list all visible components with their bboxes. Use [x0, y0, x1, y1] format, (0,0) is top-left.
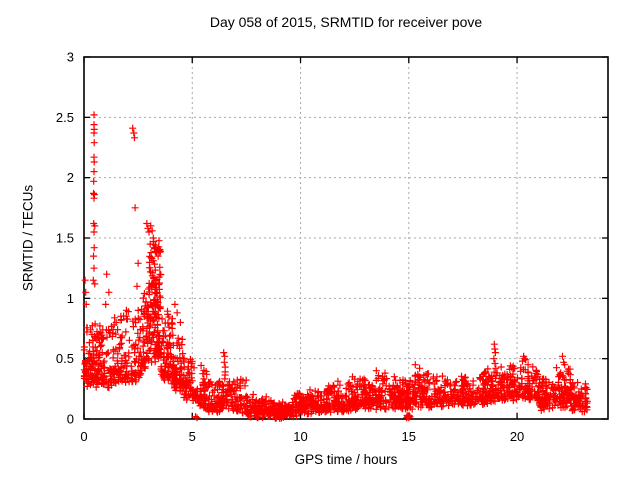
chart-title: Day 058 of 2015, SRMTID for receiver pov… — [209, 14, 483, 30]
y-tick-label: 2 — [67, 170, 74, 185]
y-tick-label: 0.5 — [56, 351, 74, 366]
y-tick-label: 3 — [67, 50, 74, 65]
y-tick-label: 0 — [67, 412, 74, 427]
x-tick-label: 5 — [189, 429, 196, 444]
x-tick-label: 0 — [80, 429, 87, 444]
x-tick-label: 10 — [293, 429, 307, 444]
y-tick-label: 1.5 — [56, 231, 74, 246]
x-tick-label: 20 — [510, 429, 524, 444]
scatter-points-path — [80, 111, 591, 422]
x-axis-label: GPS time / hours — [294, 452, 398, 467]
y-tick-label: 2.5 — [56, 110, 74, 125]
y-tick-label: 1 — [67, 291, 74, 306]
x-tick-label: 15 — [402, 429, 416, 444]
